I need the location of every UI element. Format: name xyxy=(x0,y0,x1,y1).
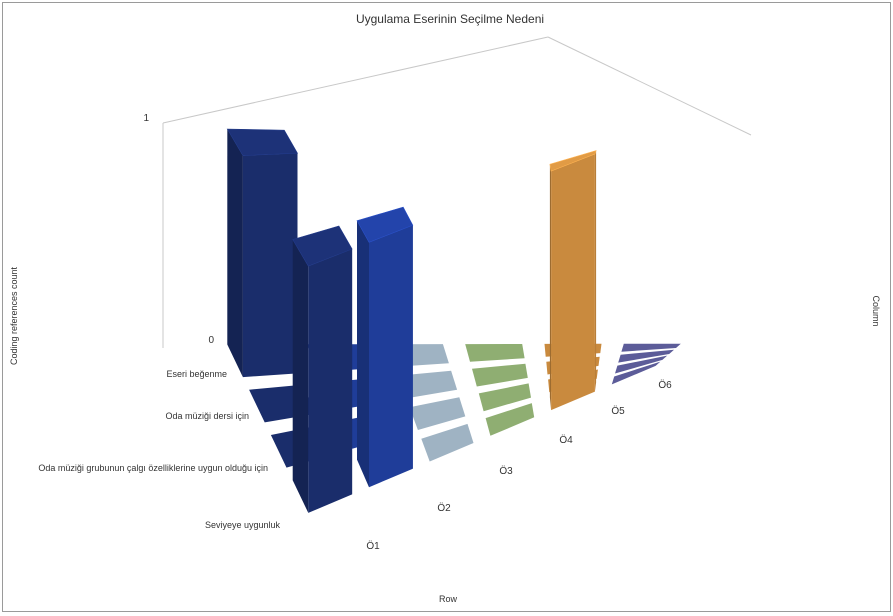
bar-face xyxy=(242,153,298,378)
floor-tile xyxy=(611,361,661,385)
back-wall-top-edge-right xyxy=(547,36,752,136)
bar-face xyxy=(369,225,413,488)
chart-title: Uygulama Eserinin Seçilme Nedeni xyxy=(356,12,544,26)
floor-tile xyxy=(615,355,668,374)
bar-side-face xyxy=(357,220,369,488)
z-tick-label: 1 xyxy=(143,113,149,124)
column-tick-label: Eseri beğenme xyxy=(166,369,227,379)
floor-tile xyxy=(421,423,474,462)
bar-top-face xyxy=(292,225,353,267)
bar-chart-3d: Uygulama Eserinin Seçilme Nedeni Row Cod… xyxy=(9,12,881,604)
floor-tile xyxy=(621,343,681,352)
bar-face xyxy=(551,154,595,411)
back-wall-top-edge-left xyxy=(162,36,549,124)
bar-top-face xyxy=(226,128,299,156)
column-axis-label: Column xyxy=(871,295,881,326)
bar-Ö1-1 xyxy=(292,225,353,513)
floor-tile xyxy=(485,403,535,436)
floor-tile xyxy=(472,363,528,387)
bar-Ö2-1 xyxy=(356,206,414,488)
bar-front-face xyxy=(594,150,597,392)
row-tick-label: Ö1 xyxy=(366,540,380,552)
x-axis-label: Row xyxy=(439,594,458,604)
bar-top-face xyxy=(549,150,597,172)
row-tick-label: Ö3 xyxy=(499,465,513,477)
column-tick-label: Oda müziği dersi için xyxy=(165,411,249,421)
column-tick-label: Seviyeye uygunluk xyxy=(205,520,281,530)
bar-face xyxy=(308,249,353,513)
bar-Ö5-1 xyxy=(549,150,597,411)
column-tick-label: Oda müziği grubunun çalgı özelliklerine … xyxy=(38,463,268,473)
bar-Ö1-4 xyxy=(226,128,299,378)
floor-tile xyxy=(478,383,531,412)
bar-top-face xyxy=(356,206,414,243)
bar-side-face xyxy=(292,239,309,513)
row-tick-label: Ö5 xyxy=(611,405,625,417)
row-tick-label: Ö6 xyxy=(658,379,672,391)
row-tick-label: Ö4 xyxy=(559,434,573,446)
floor-tile xyxy=(465,344,525,362)
bar-side-face xyxy=(549,164,552,411)
floor-tile xyxy=(409,397,466,430)
floor-tile xyxy=(618,349,674,363)
row-tick-label: Ö2 xyxy=(437,502,451,514)
z-tick-label: 0 xyxy=(208,335,214,346)
y-axis-label: Coding references count xyxy=(9,266,19,365)
bar-side-face xyxy=(227,129,243,378)
